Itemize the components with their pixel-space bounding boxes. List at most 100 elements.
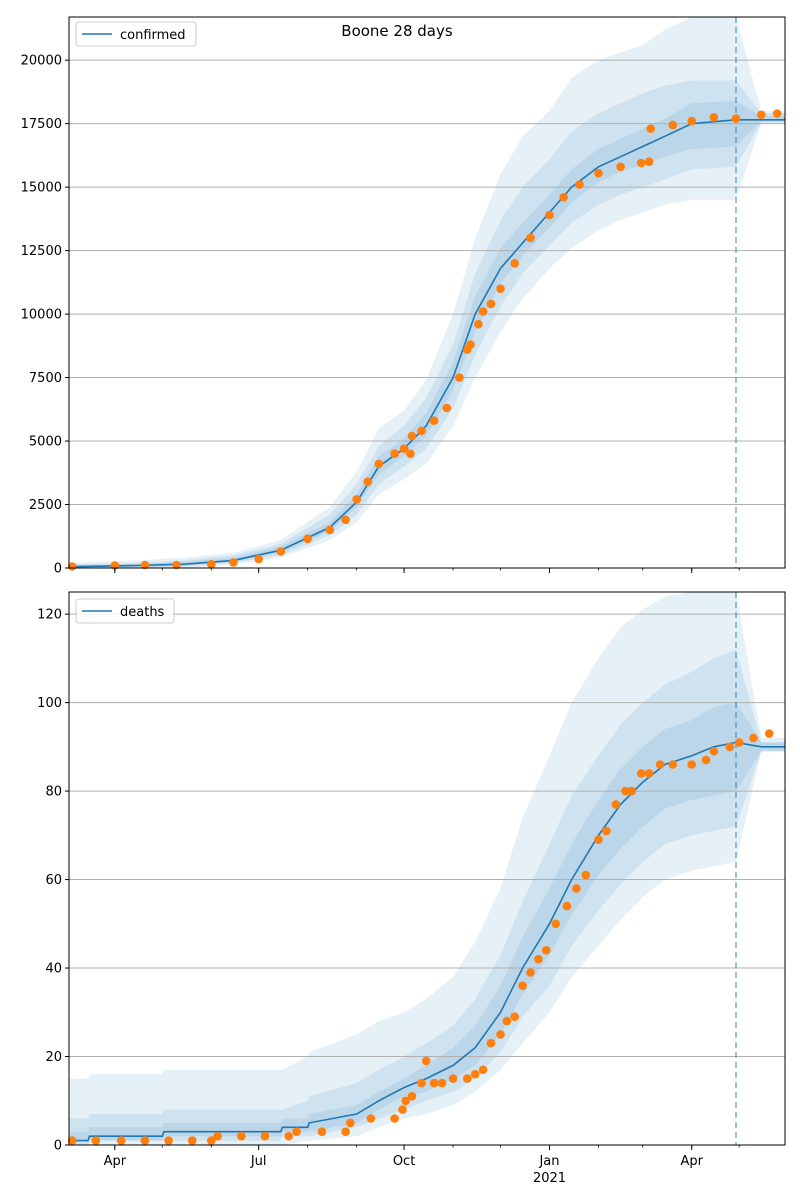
confirmed-uncertainty-bands: [69, 17, 785, 569]
confirmed-gridlines: [69, 59, 785, 506]
confirmed-point-33: [594, 168, 603, 178]
deaths-point-46: [644, 769, 654, 778]
deaths-band-1: [69, 649, 785, 1145]
confirmed-point-15: [399, 444, 409, 454]
deaths-point-10: [284, 1131, 294, 1141]
confirmed-point-0: [67, 562, 77, 571]
deaths-xtick-label-1: Jul: [250, 1154, 267, 1169]
confirmed-point-21: [455, 373, 464, 382]
deaths-point-55: [764, 729, 774, 738]
confirmed-band-2: [69, 100, 785, 569]
confirmed-ytick-label-0: 0: [54, 562, 62, 577]
deaths-point-7: [213, 1131, 222, 1141]
deaths-ytick-label-6: 120: [37, 608, 62, 623]
deaths-point-9: [260, 1131, 270, 1141]
confirmed-point-16: [406, 449, 415, 459]
confirmed-model-path: [68, 119, 785, 568]
deaths-point-30: [502, 1016, 512, 1026]
confirmed-point-37: [646, 124, 655, 133]
deaths-point-20: [417, 1078, 426, 1088]
confirmed-point-5: [229, 558, 238, 567]
deaths-point-47: [655, 760, 665, 769]
deaths-point-19: [407, 1092, 417, 1101]
deaths-point-39: [581, 870, 591, 880]
deaths-legend[interactable]: deaths: [75, 598, 175, 624]
deaths-point-42: [611, 800, 621, 809]
deaths-point-54: [749, 733, 758, 743]
confirmed-axes-frame: [68, 16, 786, 569]
deaths-point-2: [116, 1136, 126, 1145]
deaths-point-37: [562, 901, 572, 911]
deaths-point-40: [594, 835, 603, 844]
deaths-point-35: [542, 946, 551, 955]
confirmed-point-2: [140, 560, 150, 570]
confirmed-point-27: [496, 284, 505, 294]
confirmed-point-31: [559, 193, 568, 202]
deaths-point-3: [140, 1136, 150, 1145]
deaths-point-26: [470, 1069, 480, 1079]
deaths-point-25: [463, 1074, 472, 1083]
deaths-point-49: [687, 760, 696, 769]
deaths-point-48: [668, 760, 678, 769]
deaths-point-41: [602, 826, 611, 836]
deaths-ytick-label-1: 20: [45, 1050, 62, 1065]
legend-label-deaths: deaths: [120, 605, 165, 620]
deaths-point-13: [341, 1127, 350, 1136]
deaths-uncertainty-bands: [69, 592, 785, 1145]
confirmed-point-38: [668, 120, 678, 130]
confirmed-point-41: [731, 114, 741, 123]
confirmed-point-13: [374, 459, 384, 469]
deaths-point-43: [621, 786, 630, 796]
confirmed-ytick-label-3: 7500: [29, 371, 62, 386]
deaths-point-45: [636, 769, 646, 778]
confirmed-point-10: [341, 515, 350, 525]
confirmed-point-35: [636, 158, 646, 168]
confirmed-point-39: [687, 116, 696, 126]
confirmed-observed-points: [67, 109, 782, 571]
deaths-point-27: [478, 1065, 488, 1075]
deaths-point-12: [317, 1127, 327, 1136]
confirmed-point-24: [474, 319, 483, 329]
deaths-observed-points: [67, 729, 774, 1145]
deaths-point-24: [448, 1074, 458, 1083]
confirmed-panel: 0 2500 5000 7500 10000 12500 15000 17500 20000 c…: [21, 16, 786, 577]
deaths-ytick-label-2: 40: [45, 962, 62, 977]
deaths-point-31: [510, 1012, 519, 1021]
deaths-point-0: [67, 1136, 77, 1145]
deaths-point-16: [390, 1114, 399, 1123]
confirmed-legend[interactable]: confirmed: [75, 21, 197, 47]
confirmed-ytick-label-8: 20000: [21, 54, 62, 69]
legend-frame: [75, 21, 197, 47]
confirmed-point-17: [407, 431, 417, 441]
deaths-model-path: [69, 741, 785, 1142]
deaths-point-1: [91, 1136, 101, 1145]
deaths-point-51: [709, 747, 719, 756]
deaths-xtick-label-0: Apr: [104, 1154, 127, 1169]
confirmed-ytick-label-7: 17500: [21, 117, 62, 132]
deaths-band-2: [69, 702, 785, 1141]
confirmed-point-32: [575, 180, 584, 189]
deaths-point-21: [421, 1056, 431, 1066]
confirmed-point-42: [757, 110, 766, 120]
confirmed-point-6: [254, 554, 263, 564]
deaths-xyear-label: 2021: [533, 1171, 566, 1186]
confirmed-band-1: [69, 80, 785, 568]
deaths-point-18: [401, 1096, 411, 1106]
confirmed-ytick-label-2: 5000: [29, 435, 62, 450]
deaths-point-5: [188, 1136, 197, 1145]
deaths-panel: 0 20 40 60 80 100 120 Apr Jul Oct Jan 2021 Apr death…: [37, 591, 786, 1186]
deaths-point-11: [292, 1127, 301, 1136]
deaths-point-8: [237, 1131, 246, 1141]
confirmed-point-18: [417, 426, 426, 436]
confirmed-point-20: [442, 403, 452, 413]
deaths-xtick-label-3: Jan: [538, 1154, 559, 1169]
confirmed-point-9: [325, 525, 335, 535]
confirmed-point-26: [486, 299, 496, 309]
deaths-gridlines: [69, 613, 785, 1058]
deaths-ytick-label-5: 100: [37, 696, 62, 711]
confirmed-point-25: [478, 307, 488, 316]
confirmed-point-23: [466, 340, 475, 349]
confirmed-ytick-label-1: 2500: [29, 498, 62, 513]
deaths-point-17: [398, 1105, 407, 1114]
